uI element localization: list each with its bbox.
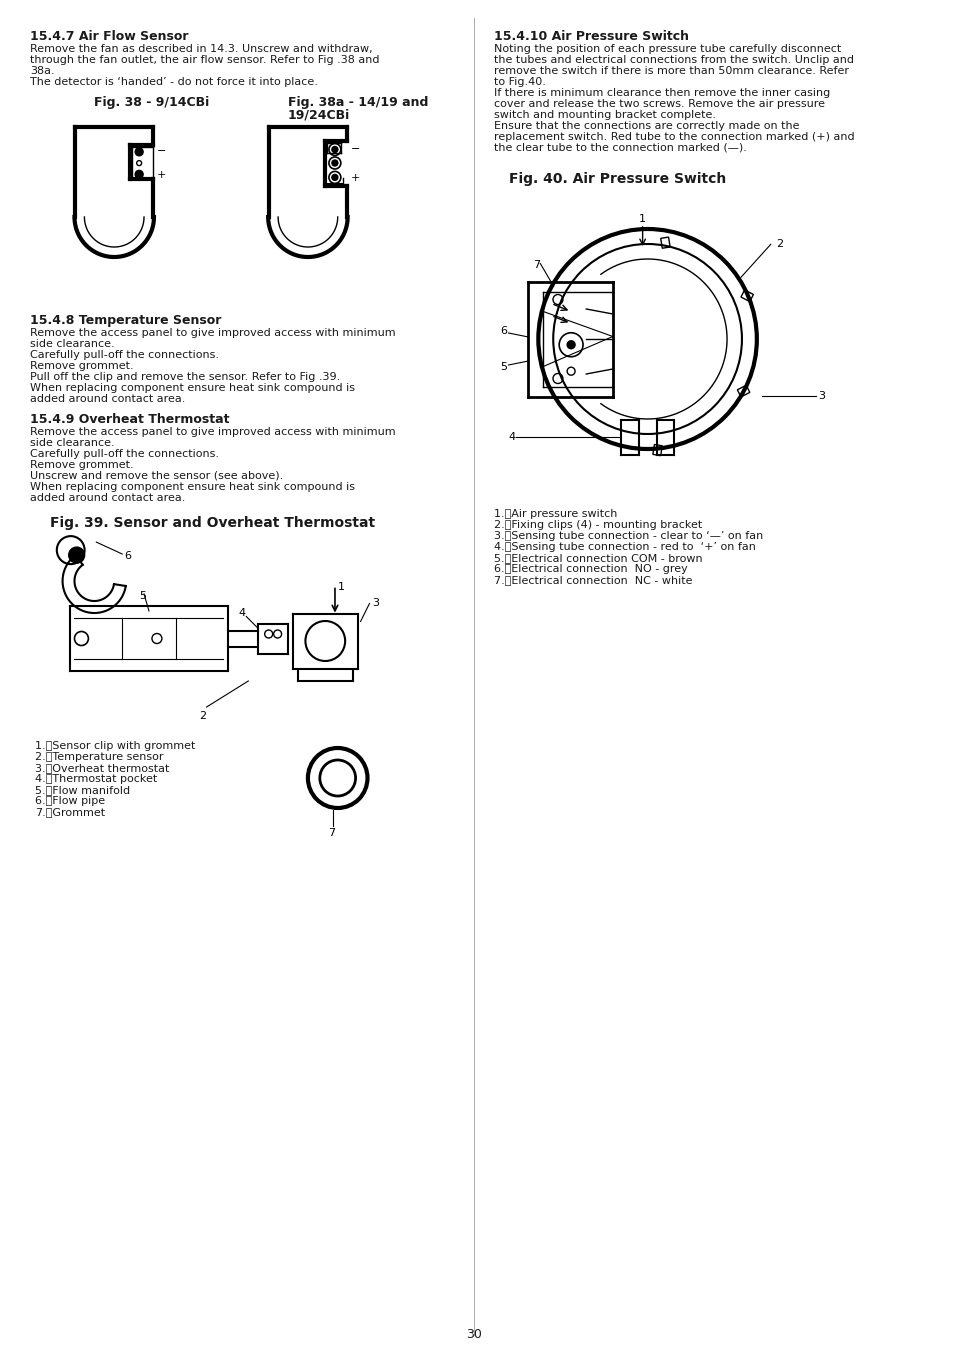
Text: 3.	Sensing tube connection - clear to ‘—’ on fan: 3. Sensing tube connection - clear to ‘—… [493,531,762,540]
Text: 1: 1 [337,581,345,592]
Text: 5.	Electrical connection COM - brown: 5. Electrical connection COM - brown [493,553,701,563]
Text: 15.4.9 Overheat Thermostat: 15.4.9 Overheat Thermostat [30,413,229,426]
Text: 4: 4 [508,432,516,442]
Text: through the fan outlet, the air flow sensor. Refer to Fig .38 and: through the fan outlet, the air flow sen… [30,55,379,65]
Text: 5.	Flow manifold: 5. Flow manifold [34,785,130,794]
Text: 6: 6 [500,326,507,336]
Text: remove the switch if there is more than 50mm clearance. Refer: remove the switch if there is more than … [493,66,848,76]
Text: 7: 7 [533,259,540,269]
Text: side clearance.: side clearance. [30,339,114,349]
Text: 6.	Electrical connection  NO - grey: 6. Electrical connection NO - grey [493,563,687,574]
Text: 5: 5 [500,362,507,372]
Text: 15.4.8 Temperature Sensor: 15.4.8 Temperature Sensor [30,313,221,327]
Text: Carefully pull-off the connections.: Carefully pull-off the connections. [30,449,218,459]
Text: 1.	Air pressure switch: 1. Air pressure switch [493,509,617,519]
Text: +: + [351,173,359,184]
Text: When replacing component ensure heat sink compound is: When replacing component ensure heat sin… [30,482,355,492]
Text: Remove grommet.: Remove grommet. [30,459,133,470]
Circle shape [332,146,337,153]
Text: 1.	Sensor clip with grommet: 1. Sensor clip with grommet [34,740,195,751]
Text: 2: 2 [775,239,782,250]
Text: Remove the access panel to give improved access with minimum: Remove the access panel to give improved… [30,328,395,338]
Text: side clearance.: side clearance. [30,438,114,449]
Text: −: − [351,143,359,154]
Text: 4.	Sensing tube connection - red to  ‘+’ on fan: 4. Sensing tube connection - red to ‘+’ … [493,542,755,553]
Text: −: − [156,146,166,155]
Text: 15.4.10 Air Pressure Switch: 15.4.10 Air Pressure Switch [493,30,688,43]
Bar [737,385,749,397]
Text: Remove the access panel to give improved access with minimum: Remove the access panel to give improved… [30,427,395,436]
Text: 3: 3 [372,598,379,608]
Text: 30: 30 [465,1328,481,1342]
Text: 2.	Fixing clips (4) - mounting bracket: 2. Fixing clips (4) - mounting bracket [493,520,701,530]
Text: 6.	Flow pipe: 6. Flow pipe [34,796,105,807]
Text: 7.	Electrical connection  NC - white: 7. Electrical connection NC - white [493,576,692,585]
Text: the clear tube to the connection marked (—).: the clear tube to the connection marked … [493,143,746,153]
Text: 5: 5 [139,590,146,601]
Text: switch and mounting bracket complete.: switch and mounting bracket complete. [493,109,715,120]
Text: replacement switch. Red tube to the connection marked (+) and: replacement switch. Red tube to the conn… [493,132,853,142]
Text: Fig. 39. Sensor and Overheat Thermostat: Fig. 39. Sensor and Overheat Thermostat [50,516,375,530]
Text: The detector is ‘handed’ - do not force it into place.: The detector is ‘handed’ - do not force … [30,77,317,86]
Bar [652,444,661,455]
Text: Fig. 38a - 14/19 and: Fig. 38a - 14/19 and [288,96,428,109]
Text: Noting the position of each pressure tube carefully disconnect: Noting the position of each pressure tub… [493,45,840,54]
Circle shape [332,174,337,181]
Text: 2.	Temperature sensor: 2. Temperature sensor [34,753,163,762]
Circle shape [332,159,337,166]
Text: Carefully pull-off the connections.: Carefully pull-off the connections. [30,350,218,359]
Text: Remove the fan as described in 14.3. Unscrew and withdraw,: Remove the fan as described in 14.3. Uns… [30,45,372,54]
Text: Pull off the clip and remove the sensor. Refer to Fig .39.: Pull off the clip and remove the sensor.… [30,372,339,382]
Text: 4.	Thermostat pocket: 4. Thermostat pocket [34,774,157,784]
Text: 15.4.7 Air Flow Sensor: 15.4.7 Air Flow Sensor [30,30,188,43]
Text: added around contact area.: added around contact area. [30,493,185,503]
Text: If there is minimum clearance then remove the inner casing: If there is minimum clearance then remov… [493,88,829,99]
Text: to Fig.40.: to Fig.40. [493,77,545,86]
Text: 38a.: 38a. [30,66,54,76]
Text: 7.	Grommet: 7. Grommet [34,807,105,817]
Text: 7: 7 [328,828,335,838]
Text: Unscrew and remove the sensor (see above).: Unscrew and remove the sensor (see above… [30,471,283,481]
Text: Fig. 40. Air Pressure Switch: Fig. 40. Air Pressure Switch [508,172,725,186]
Text: 3: 3 [818,390,824,401]
Bar [660,238,669,249]
Text: 3.	Overheat thermostat: 3. Overheat thermostat [34,763,169,773]
Circle shape [135,147,143,155]
Text: 6: 6 [124,551,131,561]
Text: 4: 4 [238,608,245,619]
Text: 2: 2 [198,711,206,721]
Text: the tubes and electrical connections from the switch. Unclip and: the tubes and electrical connections fro… [493,55,853,65]
Text: Fig. 38 - 9/14CBi: Fig. 38 - 9/14CBi [94,96,210,109]
Text: Ensure that the connections are correctly made on the: Ensure that the connections are correctl… [493,122,799,131]
Text: Remove grommet.: Remove grommet. [30,361,133,372]
Text: cover and release the two screws. Remove the air pressure: cover and release the two screws. Remove… [493,99,823,109]
Text: 19/24CBi: 19/24CBi [288,109,350,122]
Circle shape [135,170,143,178]
Text: added around contact area.: added around contact area. [30,394,185,404]
Circle shape [69,547,85,563]
Text: When replacing component ensure heat sink compound is: When replacing component ensure heat sin… [30,382,355,393]
Bar [740,290,753,301]
Text: +: + [156,170,166,180]
Text: 1: 1 [639,213,645,224]
Circle shape [566,340,575,349]
